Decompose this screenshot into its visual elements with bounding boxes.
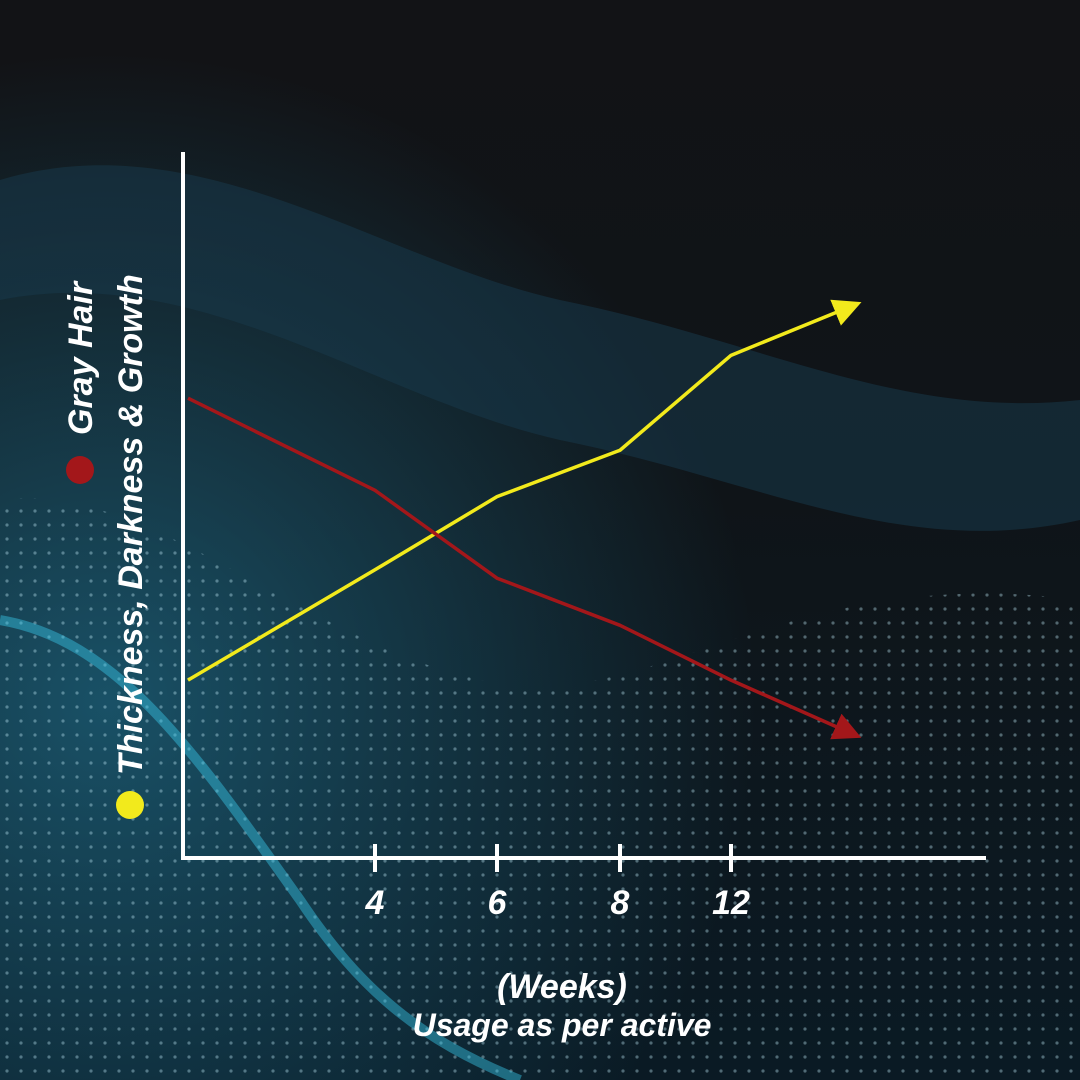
x-tick-label: 12	[712, 884, 750, 922]
series-line	[187, 299, 862, 682]
legend-label: Gray Hair	[62, 280, 100, 435]
legend-marker	[116, 791, 144, 819]
wave	[0, 165, 1080, 531]
legend-label: Thickness, Darkness & Growth	[112, 274, 150, 775]
plot	[181, 152, 986, 860]
x-axis-label: (Weeks)	[497, 968, 627, 1006]
x-tick-label: 8	[611, 884, 630, 922]
series-line	[187, 396, 862, 740]
legend-marker	[66, 456, 94, 484]
dot-wave	[0, 498, 1080, 1080]
x-tick-label: 4	[365, 884, 385, 922]
x-tick-label: 6	[488, 884, 508, 922]
x-axis-label: Usage as per active	[413, 1007, 712, 1043]
wave-line	[0, 615, 522, 1080]
